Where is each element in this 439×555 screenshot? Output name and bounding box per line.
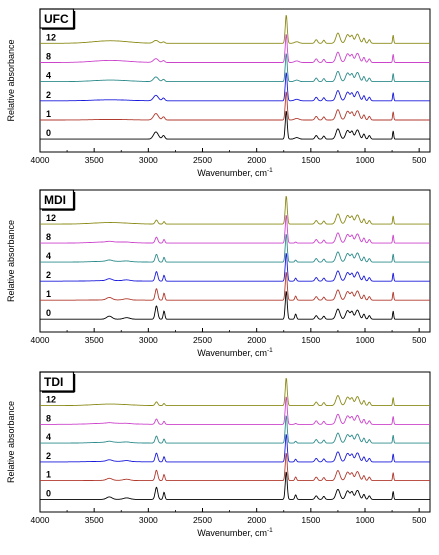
series-label-4: 4	[46, 251, 51, 261]
series-line-12	[40, 15, 430, 44]
panel-title: MDI	[44, 193, 66, 207]
series-line-0	[40, 110, 430, 140]
series-line-8	[40, 396, 430, 425]
x-tick-label-3000: 3000	[139, 155, 158, 165]
y-axis-title: Relative absorbance	[6, 401, 16, 483]
x-tick-label-2000: 2000	[247, 155, 266, 165]
series-label-12: 12	[46, 32, 56, 42]
series-label-4: 4	[46, 71, 51, 81]
series-label-0: 0	[46, 488, 51, 498]
series-label-1: 1	[46, 109, 51, 119]
x-tick-label-2500: 2500	[193, 335, 212, 345]
series-label-8: 8	[46, 232, 51, 242]
x-tick-label-1500: 1500	[301, 155, 320, 165]
panel-title: TDI	[44, 375, 63, 389]
series-label-0: 0	[46, 308, 51, 318]
x-tick-label-1000: 1000	[356, 155, 375, 165]
x-tick-label-3500: 3500	[85, 335, 104, 345]
x-tick-label-1500: 1500	[301, 515, 320, 525]
panel-title-box: UFC	[39, 8, 76, 30]
series-label-4: 4	[46, 432, 51, 442]
plot-frame	[39, 189, 431, 333]
series-line-4	[40, 53, 430, 83]
x-axis-title: Wavenumber, cm-1	[197, 167, 273, 178]
x-tick-label-1000: 1000	[356, 335, 375, 345]
x-tick-label-3000: 3000	[139, 515, 158, 525]
series-line-2	[40, 72, 430, 102]
series-label-2: 2	[46, 90, 51, 100]
series-label-2: 2	[46, 270, 51, 280]
x-tick-label-2500: 2500	[193, 155, 212, 165]
x-tick-label-4000: 4000	[31, 155, 50, 165]
series-label-12: 12	[46, 213, 56, 223]
panel-title-box: MDI	[39, 189, 76, 211]
series-line-1	[40, 91, 430, 121]
series-label-2: 2	[46, 451, 51, 461]
x-axis-title: Wavenumber, cm-1	[197, 527, 273, 538]
series-label-0: 0	[46, 128, 51, 138]
panel-title-box: TDI	[39, 371, 76, 393]
y-axis-title: Relative absorbance	[6, 39, 16, 121]
x-tick-label-1500: 1500	[301, 335, 320, 345]
series-line-12	[40, 195, 430, 225]
x-tick-label-2000: 2000	[247, 335, 266, 345]
x-tick-label-4000: 4000	[31, 515, 50, 525]
series-line-0	[40, 291, 430, 320]
x-tick-label-3500: 3500	[85, 515, 104, 525]
series-label-12: 12	[46, 395, 56, 405]
series-line-2	[40, 434, 430, 463]
panel-title: UFC	[44, 12, 69, 26]
y-axis-title: Relative absorbance	[6, 220, 16, 302]
series-line-0	[40, 471, 430, 500]
series-label-1: 1	[46, 289, 51, 299]
series-line-8	[40, 215, 430, 244]
x-tick-label-500: 500	[412, 515, 426, 525]
x-tick-label-1000: 1000	[356, 515, 375, 525]
x-tick-label-2000: 2000	[247, 515, 266, 525]
series-line-1	[40, 272, 430, 301]
series-label-1: 1	[46, 470, 51, 480]
x-tick-label-3500: 3500	[85, 155, 104, 165]
x-tick-label-500: 500	[412, 335, 426, 345]
x-tick-label-2500: 2500	[193, 515, 212, 525]
series-label-8: 8	[46, 413, 51, 423]
series-line-1	[40, 452, 430, 482]
series-line-4	[40, 415, 430, 444]
plot-frame	[39, 8, 431, 153]
series-label-8: 8	[46, 51, 51, 61]
series-line-12	[40, 377, 430, 407]
x-axis-title: Wavenumber, cm-1	[197, 347, 273, 358]
x-tick-label-3000: 3000	[139, 335, 158, 345]
x-tick-label-500: 500	[412, 155, 426, 165]
series-line-4	[40, 234, 430, 263]
series-line-2	[40, 253, 430, 282]
x-tick-label-4000: 4000	[31, 335, 50, 345]
series-line-8	[40, 34, 430, 63]
plot-frame	[39, 371, 431, 513]
